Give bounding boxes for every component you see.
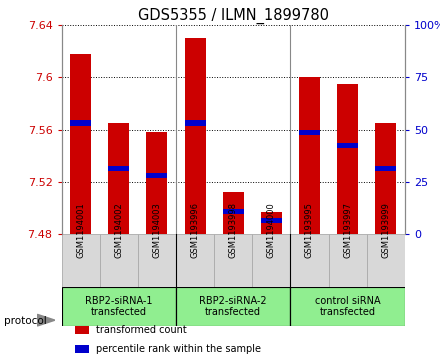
Bar xyxy=(223,209,244,214)
Polygon shape xyxy=(37,314,55,326)
Text: GSM1193996: GSM1193996 xyxy=(191,202,200,258)
Bar xyxy=(100,234,138,287)
Text: RBP2-siRNA-2
transfected: RBP2-siRNA-2 transfected xyxy=(199,296,267,317)
Bar xyxy=(337,143,358,148)
Bar xyxy=(223,192,244,234)
Title: GDS5355 / ILMN_1899780: GDS5355 / ILMN_1899780 xyxy=(138,8,329,24)
Bar xyxy=(176,234,214,287)
Bar xyxy=(261,212,282,234)
Bar xyxy=(290,234,329,287)
Bar xyxy=(214,234,252,287)
Bar xyxy=(108,166,129,171)
Text: GSM1193998: GSM1193998 xyxy=(229,202,238,258)
Text: GSM1194003: GSM1194003 xyxy=(152,202,161,258)
Bar xyxy=(70,54,91,234)
Bar xyxy=(252,234,290,287)
Text: protocol: protocol xyxy=(4,316,47,326)
Bar xyxy=(62,287,176,326)
Bar xyxy=(299,77,320,234)
Bar xyxy=(147,132,167,234)
Text: control siRNA
transfected: control siRNA transfected xyxy=(315,296,381,317)
Bar xyxy=(367,234,405,287)
Bar xyxy=(176,287,290,326)
Bar xyxy=(329,234,367,287)
Text: GSM1193995: GSM1193995 xyxy=(305,202,314,258)
Text: GSM1193997: GSM1193997 xyxy=(343,202,352,258)
Bar xyxy=(138,234,176,287)
Text: GSM1194002: GSM1194002 xyxy=(114,202,123,258)
Bar xyxy=(70,121,91,126)
Bar xyxy=(75,326,89,334)
Bar xyxy=(185,121,205,126)
Text: transformed count: transformed count xyxy=(96,325,187,335)
Bar xyxy=(75,345,89,353)
Bar xyxy=(261,218,282,223)
Text: GSM1194001: GSM1194001 xyxy=(76,202,85,258)
Bar xyxy=(108,123,129,234)
Bar xyxy=(290,287,405,326)
Text: GSM1193999: GSM1193999 xyxy=(381,202,390,258)
Text: RBP2-siRNA-1
transfected: RBP2-siRNA-1 transfected xyxy=(85,296,153,317)
Bar xyxy=(185,38,205,234)
Bar xyxy=(375,123,396,234)
Text: GSM1194000: GSM1194000 xyxy=(267,202,276,258)
Bar xyxy=(375,166,396,171)
Bar xyxy=(62,234,100,287)
Bar xyxy=(337,84,358,234)
Bar xyxy=(299,130,320,135)
Bar xyxy=(147,172,167,178)
Text: percentile rank within the sample: percentile rank within the sample xyxy=(96,344,261,354)
